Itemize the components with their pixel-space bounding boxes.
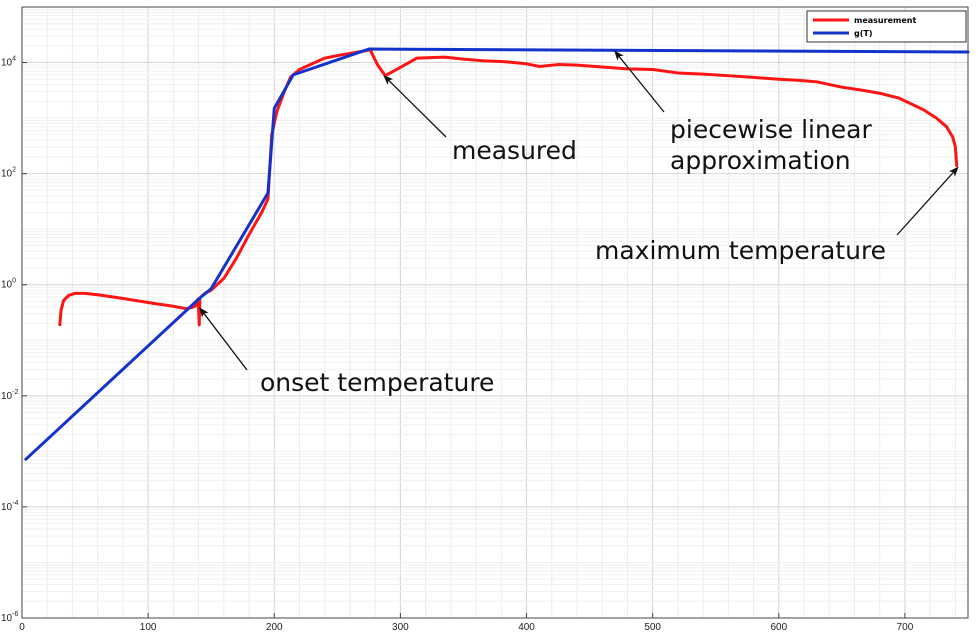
x-tick-label: 0 [19,622,25,633]
annotation-arrow-maximum [896,166,959,236]
annotation-label-measured: measured [452,136,577,165]
y-tick-label: 102 [1,167,16,180]
annotation-label-maximum: maximum temperature [595,236,886,265]
x-axis-ticks: 0 100 200 300 400 500 600 700 [19,613,914,633]
y-tick-label: 104 [1,56,16,69]
annotation-label-piecewise: approximation [670,146,851,175]
y-tick-label: 10-2 [1,389,18,402]
legend-label: measurement [854,16,916,25]
series-layer [24,47,970,461]
y-tick-label: 100 [1,278,16,291]
series-line-g-t [24,47,970,461]
legend-label: g(T) [854,29,873,38]
grid [22,7,968,618]
x-tick-label: 700 [897,622,914,633]
y-axis-ticks: 10-6 10-4 10-2 100 102 104 [1,56,27,624]
annotation-label-onset: onset temperature [260,368,494,397]
annotation-label-piecewise: piecewise linear [670,115,873,144]
y-tick-label: 10-6 [1,611,18,624]
legend-box [806,10,967,43]
plot-background [22,7,968,618]
x-tick-label: 300 [392,622,409,633]
x-tick-label: 400 [518,622,535,633]
x-tick-label: 100 [140,622,157,633]
annotation-arrow-piecewise [614,50,665,113]
legend: measurement g(T) [806,10,967,43]
x-tick-label: 200 [266,622,283,633]
x-tick-label: 500 [644,622,661,633]
annotation-arrow-measured [383,74,447,138]
annotation-arrow-onset [199,307,248,371]
plot-frame [21,6,969,619]
x-tick-label: 600 [770,622,787,633]
y-tick-label: 10-4 [1,500,18,513]
